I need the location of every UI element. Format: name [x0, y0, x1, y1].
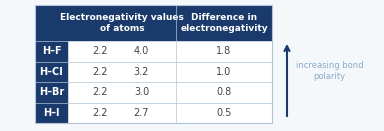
- Bar: [35, 5, 68, 41]
- Text: 0.8: 0.8: [216, 87, 232, 97]
- Text: 1.0: 1.0: [216, 67, 232, 77]
- Bar: [35, 102, 68, 123]
- Text: 2.2: 2.2: [93, 46, 108, 56]
- Text: H–F: H–F: [42, 46, 61, 56]
- Bar: [68, 61, 272, 82]
- Bar: [35, 41, 68, 61]
- Text: H–Cl: H–Cl: [40, 67, 63, 77]
- Bar: [68, 82, 272, 102]
- Bar: [68, 41, 272, 61]
- Text: 3.2: 3.2: [134, 67, 149, 77]
- Text: Difference in
electronegativity: Difference in electronegativity: [180, 13, 268, 33]
- Bar: [176, 5, 272, 41]
- Text: 2.2: 2.2: [93, 87, 108, 97]
- Text: 3.0: 3.0: [134, 87, 149, 97]
- Text: H–Br: H–Br: [39, 87, 64, 97]
- Text: increasing bond
polarity: increasing bond polarity: [296, 61, 364, 81]
- Text: 2.2: 2.2: [93, 67, 108, 77]
- Text: 0.5: 0.5: [216, 108, 232, 118]
- Text: 1.8: 1.8: [216, 46, 232, 56]
- Bar: [68, 5, 176, 41]
- Text: 2.2: 2.2: [93, 108, 108, 118]
- Text: Electronegativity values
of atoms: Electronegativity values of atoms: [60, 13, 184, 33]
- Text: H–I: H–I: [43, 108, 60, 118]
- Text: 4.0: 4.0: [134, 46, 149, 56]
- Text: 2.7: 2.7: [134, 108, 149, 118]
- Bar: [35, 61, 68, 82]
- Bar: [35, 82, 68, 102]
- Bar: [68, 102, 272, 123]
